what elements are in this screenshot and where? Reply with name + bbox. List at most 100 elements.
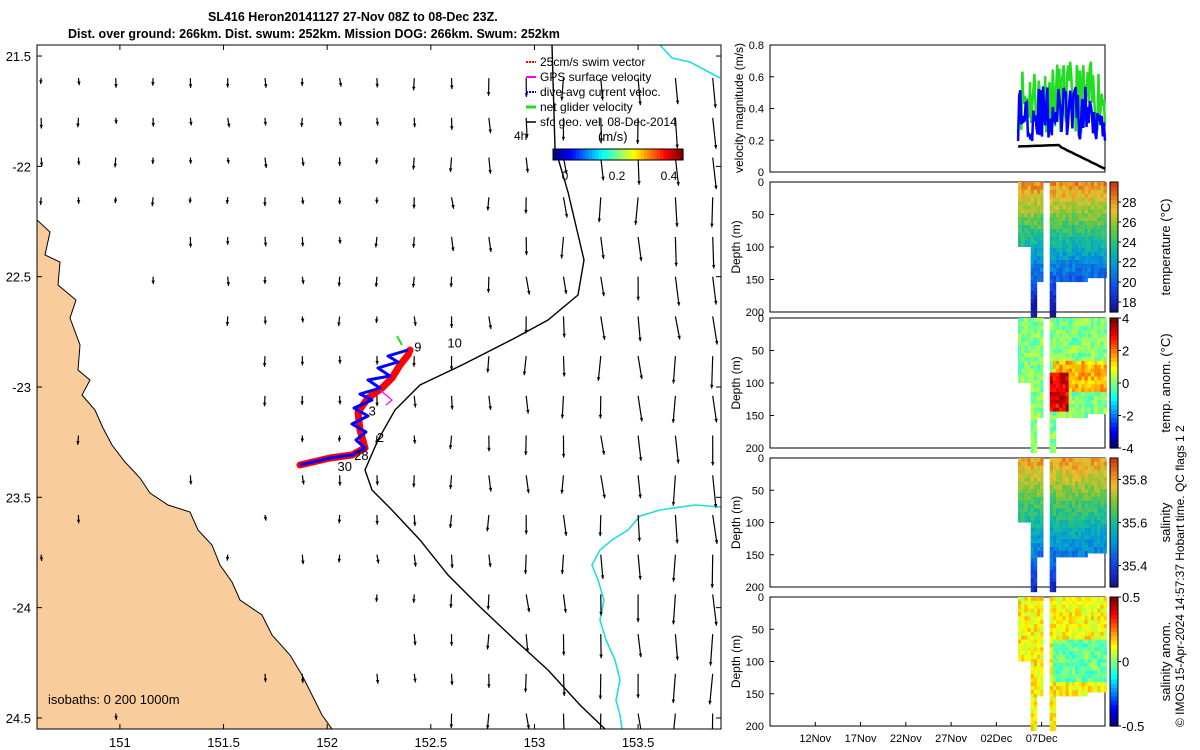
salinity-cell bbox=[1097, 531, 1101, 539]
salinity-cell bbox=[1071, 550, 1076, 558]
temperature-colorbar-cell bbox=[1110, 182, 1118, 187]
temp-anomaly-cell bbox=[1078, 337, 1082, 344]
temp-anomaly-cell bbox=[1040, 403, 1044, 411]
temp-anomaly-cell bbox=[1049, 337, 1053, 344]
salinity-cell bbox=[1090, 519, 1095, 527]
quiver-head bbox=[337, 558, 342, 563]
quiver-head bbox=[448, 485, 453, 489]
temperature-cell bbox=[1049, 279, 1053, 286]
temp-anomaly-cell bbox=[1084, 384, 1088, 391]
net-velocity-mark bbox=[396, 335, 403, 346]
quiver-head bbox=[413, 322, 417, 326]
salinity-cell bbox=[1090, 477, 1095, 484]
salinity-cell bbox=[1018, 504, 1022, 511]
salinity-anomaly-cell bbox=[1094, 647, 1098, 654]
salinity-cell bbox=[1027, 481, 1031, 488]
salinity-cell bbox=[1040, 527, 1044, 535]
salinity-cell bbox=[1094, 539, 1098, 546]
salinity-cell bbox=[1103, 504, 1107, 511]
quiver-arrow bbox=[637, 475, 642, 499]
salinity-cell bbox=[1021, 481, 1025, 488]
temp-anomaly-cell bbox=[1062, 325, 1066, 333]
temp-anomaly-cell bbox=[1049, 329, 1053, 337]
temp-anomaly-cell bbox=[1052, 341, 1057, 348]
salinity-anomaly-cell bbox=[1065, 604, 1069, 612]
salinity-cell bbox=[1033, 558, 1038, 566]
temp-anomaly-cell bbox=[1049, 435, 1053, 442]
temperature-cell bbox=[1040, 244, 1044, 251]
salinity-anomaly-cell bbox=[1100, 662, 1104, 670]
temp-anomaly-cell bbox=[1062, 368, 1066, 376]
temperature-cell bbox=[1100, 256, 1104, 263]
salinity-cell bbox=[1059, 485, 1063, 492]
temperature-cell bbox=[1081, 260, 1085, 267]
temp-anomaly-cell bbox=[1097, 337, 1101, 344]
temp-anomaly-cell bbox=[1087, 341, 1091, 348]
temp-anomaly-cell bbox=[1065, 403, 1069, 411]
temperature-cell bbox=[1068, 213, 1072, 220]
salinity-anomaly-cell bbox=[1084, 678, 1088, 685]
salinity-cell bbox=[1097, 500, 1101, 508]
salinity-cell bbox=[1049, 465, 1053, 473]
temperature-cell bbox=[1071, 267, 1076, 275]
temp-anomaly-cell bbox=[1094, 321, 1098, 329]
temperature-cell bbox=[1100, 224, 1104, 232]
temp-anomaly-cell bbox=[1065, 349, 1069, 356]
temp-anomaly-cell bbox=[1075, 411, 1079, 419]
temperature-cell bbox=[1037, 256, 1041, 263]
temperature-cell bbox=[1100, 248, 1104, 255]
temp-anomaly-cell bbox=[1030, 388, 1034, 395]
quiver-head bbox=[451, 247, 455, 252]
salinity-anomaly-cell bbox=[1084, 682, 1088, 689]
temperature-cell bbox=[1052, 193, 1057, 201]
salinity-cell bbox=[1081, 508, 1085, 515]
temperature-colorbar-cell bbox=[1110, 234, 1118, 239]
salinity-cell bbox=[1018, 465, 1022, 473]
temperature-cell bbox=[1030, 287, 1034, 294]
salinity-anomaly-cell bbox=[1065, 635, 1069, 643]
temperature-cell bbox=[1021, 193, 1025, 201]
temperature-cell bbox=[1030, 267, 1034, 275]
salinity-anomaly-cell bbox=[1018, 597, 1022, 604]
temperature-cell bbox=[1075, 209, 1079, 216]
temperature-cell bbox=[1087, 217, 1091, 224]
salinity-anomaly-cell bbox=[1097, 655, 1101, 662]
salinity-anomaly-cell bbox=[1030, 716, 1034, 724]
temperature-cell bbox=[1103, 232, 1107, 240]
salinity-anomaly-cell bbox=[1018, 643, 1022, 650]
salinity-anomaly-cell bbox=[1068, 674, 1072, 681]
quiver-head bbox=[225, 322, 230, 326]
temp-anomaly-cell bbox=[1081, 337, 1085, 344]
temperature-cell bbox=[1021, 217, 1025, 224]
salinity-cell bbox=[1033, 539, 1038, 546]
temp-anomaly-cell bbox=[1081, 345, 1085, 352]
temperature-cell bbox=[1100, 185, 1104, 193]
temperature-cell bbox=[1018, 236, 1022, 244]
salinity-anomaly-cell bbox=[1068, 682, 1072, 689]
salinity-anomaly-cell bbox=[1021, 631, 1025, 639]
temp-anomaly-cell bbox=[1065, 321, 1069, 329]
salinity-anomaly-cell bbox=[1065, 662, 1069, 670]
salinity-anomaly-cell bbox=[1037, 678, 1041, 685]
map-colorbar-cell bbox=[640, 149, 645, 160]
map-colorbar-cell bbox=[631, 149, 635, 160]
quiver-head bbox=[598, 532, 603, 537]
temp-anomaly-cell bbox=[1068, 372, 1072, 380]
salinity-anomaly-cell bbox=[1033, 697, 1038, 705]
quiver-head bbox=[601, 176, 605, 181]
temp-anomaly-cell bbox=[1084, 341, 1088, 348]
temp-anomaly-cell bbox=[1037, 376, 1041, 383]
temperature-cell bbox=[1084, 240, 1088, 247]
salinity-anomaly-cell bbox=[1084, 627, 1088, 635]
salinity-cell bbox=[1027, 488, 1031, 496]
salinity-anomaly-cell bbox=[1033, 655, 1038, 662]
temperature-cell bbox=[1059, 236, 1063, 244]
temperature-cell bbox=[1027, 232, 1031, 240]
temp-anomaly-cell bbox=[1065, 392, 1069, 399]
salinity-anomaly-cell bbox=[1021, 616, 1025, 623]
temp-anomaly-cell bbox=[1075, 403, 1079, 411]
temp-anomaly-cell bbox=[1018, 353, 1022, 360]
salinity-cell bbox=[1037, 461, 1041, 469]
salinity-anomaly-cell bbox=[1030, 686, 1034, 693]
temp-anomaly-cell bbox=[1033, 411, 1038, 419]
